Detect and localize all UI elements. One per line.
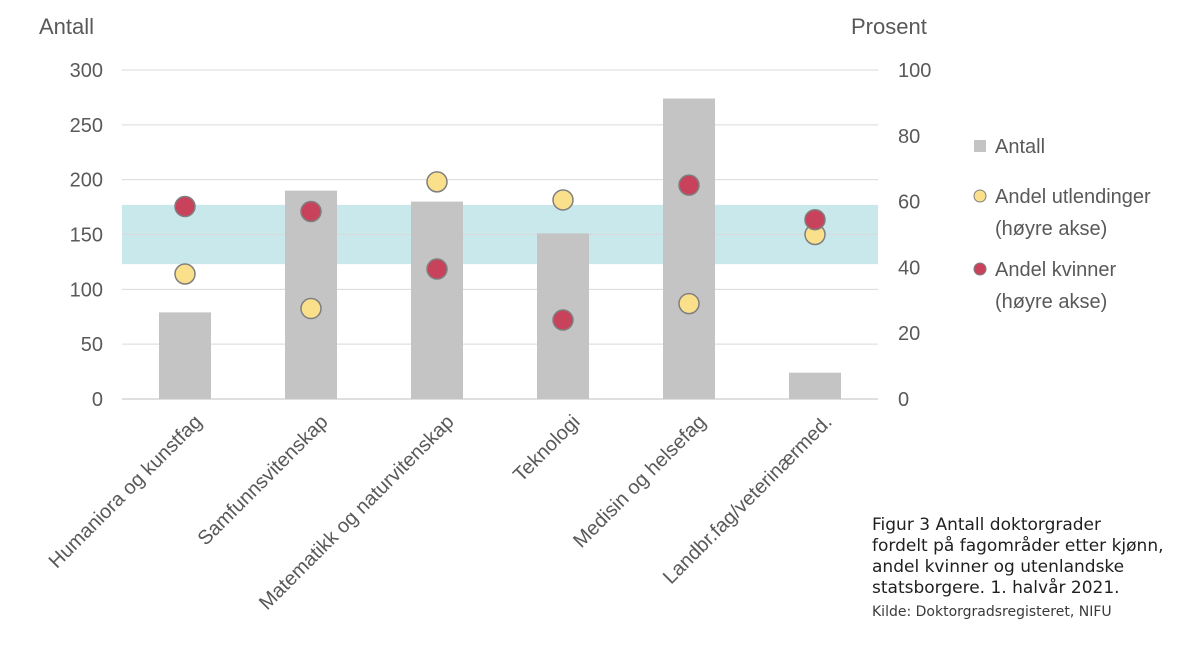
category-label: Samfunnsvitenskap	[194, 411, 333, 550]
marker-utlendinger	[552, 189, 574, 211]
left-tick-label: 250	[70, 115, 103, 137]
category-label: Teknologi	[509, 411, 584, 486]
legend-label: (høyre akse)	[995, 291, 1107, 313]
left-tick-label: 200	[70, 170, 103, 192]
legend-label: Antall	[995, 136, 1045, 158]
figure-caption: Figur 3 Antall doktorgrader fordelt på f…	[872, 515, 1180, 599]
marker-kvinner	[426, 258, 448, 280]
marker-kvinner	[552, 309, 574, 331]
right-tick-label: 100	[898, 60, 931, 82]
bar	[159, 312, 211, 399]
category-label: Humaniora og kunstfag	[45, 411, 207, 573]
category-label: Medisin og helsefag	[569, 411, 710, 552]
left-tick-label: 0	[92, 389, 103, 411]
right-tick-label: 0	[898, 389, 909, 411]
marker-kvinner	[174, 195, 196, 218]
legend-marker-square	[974, 140, 986, 152]
caption-line-1: Figur 3 Antall doktorgrader	[872, 515, 1102, 535]
marker-utlendinger	[300, 297, 322, 320]
marker-utlendinger	[678, 292, 700, 315]
marker-kvinner	[678, 174, 700, 196]
caption-line-2: fordelt på fagområder etter kjønn,	[872, 536, 1164, 556]
legend-label: Andel utlendinger	[995, 186, 1151, 208]
right-tick-label: 80	[898, 126, 920, 148]
bar	[411, 201, 463, 399]
marker-utlendinger	[426, 171, 448, 193]
left-tick-label: 150	[70, 225, 103, 247]
source-note: Kilde: Doktorgradsregisteret, NIFU	[872, 604, 1112, 620]
marker-kvinner	[300, 200, 322, 223]
bar	[789, 372, 841, 399]
legend-marker-circle	[973, 189, 987, 203]
right-axis-title: Prosent	[851, 14, 927, 39]
legend-label: (høyre akse)	[995, 218, 1107, 240]
legend-marker-circle	[973, 262, 987, 276]
left-axis-title: Antall	[39, 14, 94, 39]
bar	[663, 98, 715, 399]
legend-label: Andel kvinner	[995, 259, 1117, 281]
marker-utlendinger	[174, 263, 196, 285]
left-tick-label: 100	[70, 279, 103, 301]
left-tick-label: 300	[70, 60, 103, 82]
right-tick-label: 40	[898, 257, 920, 279]
caption-line-3: andel kvinner og utenlandske	[872, 557, 1125, 577]
bar	[285, 190, 337, 399]
caption-line-4: statsborgere. 1. halvår 2021.	[872, 578, 1120, 598]
right-tick-label: 60	[898, 192, 920, 214]
marker-kvinner	[804, 208, 826, 231]
right-tick-label: 20	[898, 323, 920, 345]
left-tick-label: 50	[81, 334, 103, 356]
